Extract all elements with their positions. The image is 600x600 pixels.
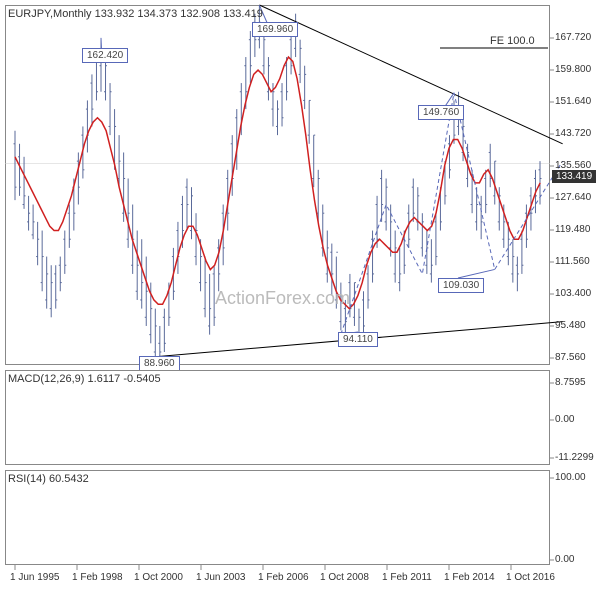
y-tick-label: 87.560 (555, 352, 586, 363)
y-tick-label: 151.640 (555, 96, 591, 107)
x-tick-label: 1 Oct 2000 (134, 572, 183, 583)
watermark: ActionForex.com (215, 288, 350, 309)
y-tick-label: 143.720 (555, 128, 591, 139)
x-tick-label: 1 Jun 1995 (10, 572, 60, 583)
price-callout: 88.960 (139, 356, 180, 371)
rsi-y-tick: 100.00 (555, 472, 586, 483)
fe-label: FE 100.0 (490, 35, 535, 47)
y-tick-label: 111.560 (555, 256, 590, 267)
y-tick-label: 119.480 (555, 224, 590, 235)
price-callout: 94.110 (338, 332, 378, 347)
macd-y-tick: -11.2299 (555, 452, 594, 463)
x-tick-label: 1 Feb 2006 (258, 572, 309, 583)
x-tick-label: 1 Oct 2016 (506, 572, 555, 583)
chart-title: EURJPY,Monthly 133.932 134.373 132.908 1… (8, 8, 263, 20)
y-tick-label: 167.720 (555, 32, 591, 43)
x-tick-label: 1 Jun 2003 (196, 572, 246, 583)
y-tick-label: 127.640 (555, 192, 591, 203)
price-callout: 109.030 (438, 278, 484, 293)
price-callout: 169.960 (252, 22, 298, 37)
x-tick-label: 1 Feb 2011 (382, 572, 432, 583)
macd-y-tick: 8.7595 (555, 377, 586, 388)
y-tick-label: 103.400 (555, 288, 591, 299)
y-tick-label: 95.480 (555, 320, 586, 331)
rsi-y-tick: 0.00 (555, 554, 574, 565)
price-callout: 149.760 (418, 105, 464, 120)
macd-y-tick: 0.00 (555, 414, 574, 425)
price-callout: 162.420 (82, 48, 128, 63)
current-price-box: 133.419 (552, 170, 596, 183)
y-tick-label: 159.800 (555, 64, 591, 75)
rsi-title: RSI(14) 60.5432 (8, 473, 89, 485)
x-tick-label: 1 Feb 1998 (72, 572, 123, 583)
macd-title: MACD(12,26,9) 1.6117 -0.5405 (8, 373, 161, 385)
x-tick-label: 1 Oct 2008 (320, 572, 369, 583)
x-tick-label: 1 Feb 2014 (444, 572, 495, 583)
